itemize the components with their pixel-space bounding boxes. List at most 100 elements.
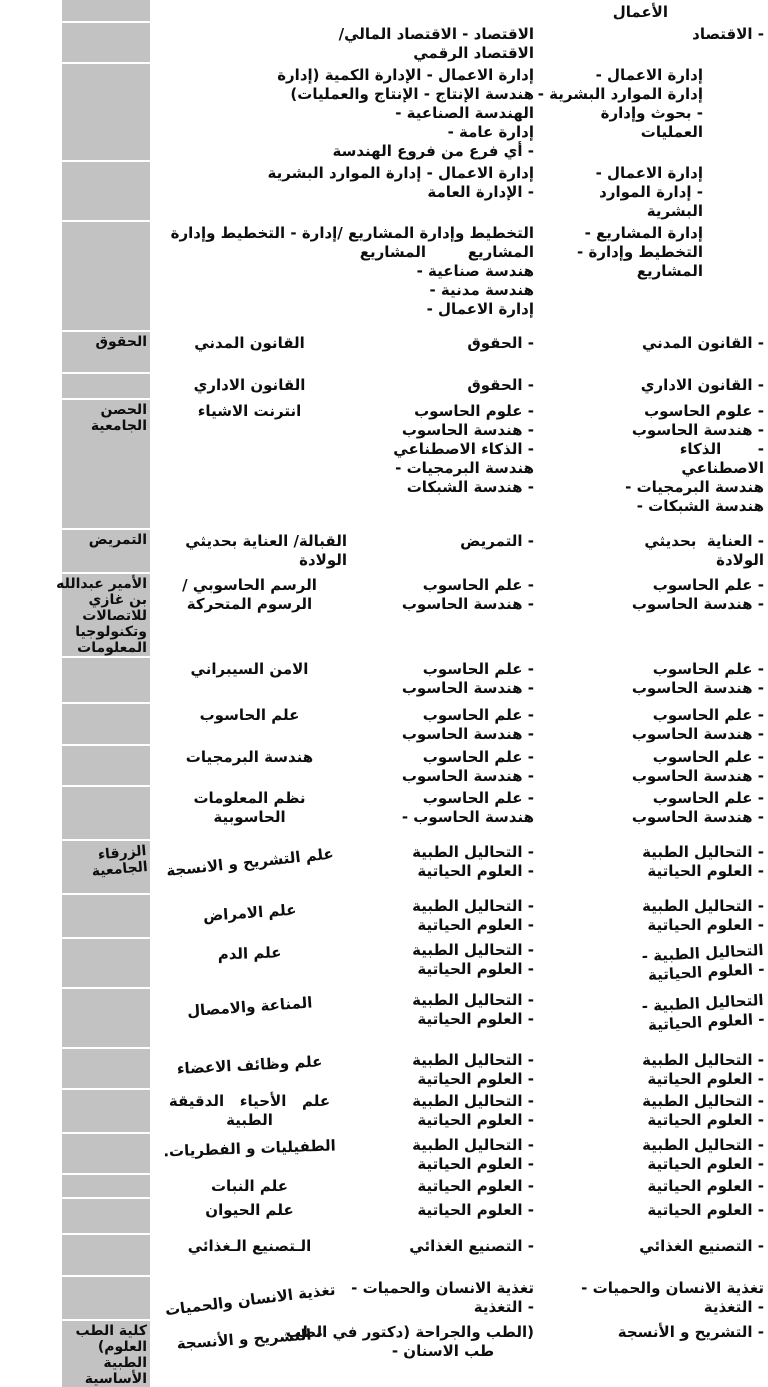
text-line: - هندسة الحاسوب	[631, 595, 764, 613]
cell-content: التحاليل الطبية -- العلوم الحياتية	[541, 991, 765, 1041]
text-line: إدارة الاعمال - الإدارة الكمية (إدارة	[277, 66, 534, 84]
cell-eligible-majors-secondary: إدارة الاعمال - إدارة الموارد البشرية - ا…	[268, 161, 540, 221]
cell-eligible-majors-primary: - التحاليل الطبية - العلوم الحياتية	[540, 840, 768, 894]
cell-content: - القانون الاداري	[542, 376, 764, 395]
text-line: كلية الطب	[75, 1323, 147, 1339]
table-row: - علم الحاسوب - هندسة الحاسوب - علم الحاسو…	[62, 702, 768, 745]
text-line: هندسة صناعية -	[416, 262, 534, 280]
text-line: - التصنيع الغذائي	[639, 1237, 764, 1255]
cell-university	[62, 744, 150, 786]
text-line: - التحاليل الطبية	[642, 1092, 764, 1110]
text-line: - العلوم الحياتية	[417, 916, 534, 934]
text-line: - هندسة الحاسوب	[631, 725, 764, 743]
table-row: - الاقتصاد الاقتصاد - الاقتصاد المالي/الا…	[62, 21, 768, 63]
text-line: - التشريح و الأنسجة	[176, 1324, 324, 1353]
text-line: - التحاليل الطبية	[412, 1051, 534, 1069]
cell-content: - الاقتصاد	[542, 25, 764, 44]
table-body: الأعمال - الاقتصاد الاقتصاد - الاقتصاد الم…	[56, 0, 768, 1387]
cell-eligible-majors-secondary: - علم الحاسوب - هندسة الحاسوب	[350, 745, 540, 786]
cell-content: - علم الحاسوب - هندسة الحاسوب	[542, 789, 764, 827]
text-line: - الحقوق	[467, 376, 534, 394]
cell-university	[62, 1132, 150, 1174]
cell-content: - علوم الحاسوب - هندسة الحاسوب - الذكاء الا…	[542, 402, 764, 516]
text-line: - علم الحاسوب	[652, 576, 764, 594]
cell-bridging-specialization: - التشريح و الأنسجة	[150, 1320, 350, 1387]
cell-content: علم النبات	[152, 1177, 347, 1196]
cell-eligible-majors-secondary: - الحقوق	[350, 331, 540, 373]
cell-university	[62, 1088, 150, 1133]
table-row: - القانون المدني - الحقوق القانون المدني ال…	[62, 330, 768, 373]
cell-content: - التحاليل الطبية - العلوم الحياتية	[352, 1092, 534, 1130]
cell-bridging-specialization: هندسة البرمجيات	[150, 745, 350, 786]
text-line: البشرية	[646, 202, 703, 220]
text-line: هندسة البرمجيات -	[395, 459, 534, 477]
text-line: طب الاسنان -	[391, 1342, 495, 1360]
text-line: الامن السيبراني	[190, 660, 309, 678]
cell-content: - التمريض	[352, 532, 534, 551]
cell-content: - علم الحاسوب - هندسة الحاسوب	[352, 706, 534, 744]
table-row: إدارة الاعمال -- إدارة الموارد البشرية إدا…	[62, 160, 768, 221]
text-line: الطبية	[103, 1355, 147, 1371]
cell-content: إدارة الاعمال - إدارة الموارد البشرية -- …	[538, 66, 703, 142]
text-line: الاقتصاد - الاقتصاد المالي/	[338, 25, 534, 43]
text-line: - إدارة الموارد	[599, 183, 703, 201]
text-line: - التحاليل الطبية	[412, 1136, 534, 1154]
text-line: العلوم)	[97, 1339, 147, 1355]
cell-content: (الطب والجراحة (دكتور في الطب طب الاسنان …	[286, 1323, 534, 1361]
cell-eligible-majors-secondary: - التصنيع الغذائي	[350, 1234, 540, 1276]
cell-eligible-majors-primary: - علوم الحاسوب - هندسة الحاسوب - الذكاء الا…	[540, 399, 768, 529]
cell-eligible-majors-primary: - القانون الاداري	[540, 373, 768, 399]
cell-university: كلية الطب العلوم) الطبية الأساسية	[62, 1319, 150, 1387]
cell-content: - العلوم الحياتية	[352, 1177, 534, 1196]
cell-bridging-specialization: انترنت الاشياء	[150, 399, 350, 529]
cell-university	[62, 1047, 150, 1089]
table-row: - العناية بحديثي الولادة - التمريض القبالة/…	[62, 528, 768, 573]
text-line: انترنت الاشياء	[197, 402, 302, 420]
cell-eligible-majors-secondary: - التحاليل الطبية - العلوم الحياتية	[350, 988, 540, 1048]
text-line: التمريض	[88, 532, 147, 548]
text-line: - العلوم الحياتية	[647, 1155, 764, 1173]
text-line: هندسة الحاسوب -	[401, 808, 534, 826]
cell-bridging-specialization: علم الحاسوب	[150, 703, 350, 745]
cell-bridging-specialization: تغذية الانسان والحميات	[150, 1276, 350, 1320]
cell-content: علم التشريح و الانسجة	[152, 843, 348, 882]
cell-content: تغذية الانسان والحميات	[152, 1279, 348, 1322]
cell-content: إدارة الاعمال - الإدارة الكمية (إدارة هند…	[277, 66, 534, 161]
cell-content: القانون المدني	[152, 334, 347, 353]
cell-eligible-majors-primary: - التحاليل الطبية - العلوم الحياتية	[540, 1048, 768, 1089]
cell-eligible-majors-secondary: - التمريض	[350, 529, 540, 573]
text-line: - التحاليل الطبية	[642, 1051, 764, 1069]
cell-eligible-majors-primary: - الاقتصاد	[540, 22, 768, 63]
cell-university	[62, 21, 150, 63]
text-line: - أي فرع من فروع الهندسة	[332, 142, 534, 160]
table-row: - التشريح و الأنسجة (الطب والجراحة (دكتور…	[62, 1319, 768, 1387]
text-line: - التحاليل الطبية	[412, 1092, 534, 1110]
text-line: العمليات	[640, 123, 703, 141]
cell-content: نظم المعلومات الحاسوبية	[152, 789, 347, 827]
text-line: - التغذية	[473, 1298, 534, 1316]
cell-content: الاقتصاد - الاقتصاد المالي/الاقتصاد الرق…	[338, 25, 534, 63]
text-line: - التمريض	[460, 532, 534, 550]
cell-eligible-majors-secondary: الاقتصاد - الاقتصاد المالي/الاقتصاد الرق…	[338, 22, 540, 63]
cell-content: الحقوق	[63, 334, 147, 350]
text-line: علم وظائف الاعضاء	[176, 1052, 323, 1078]
cell-eligible-majors-primary: إدارة المشاريع - التخطيط وإدارة - المشاريع	[540, 221, 768, 331]
table-row: - التحاليل الطبية - العلوم الحياتية - التح…	[62, 1047, 768, 1089]
text-line: - التحاليل الطبية	[642, 897, 764, 915]
cell-university	[62, 160, 150, 221]
cell-content: - علم الحاسوب - هندسة الحاسوب	[352, 576, 534, 614]
cell-bridging-specialization: نظم المعلومات الحاسوبية	[150, 786, 350, 840]
text-line: الأساسية	[84, 1371, 147, 1387]
cell-eligible-majors-secondary: - التحاليل الطبية - العلوم الحياتية	[350, 840, 540, 894]
cell-eligible-majors-secondary: - الحقوق	[350, 373, 540, 399]
text-line: - العلوم الحياتية	[417, 1010, 534, 1028]
text-line: (الطب والجراحة (دكتور في الطب	[286, 1323, 534, 1341]
cell-content: - التحاليل الطبية - العلوم الحياتية	[542, 1051, 764, 1089]
text-line: - هندسة الحاسوب	[401, 767, 534, 785]
text-line: التخطيط وإدارة المشاريع /إدارة - التخطيط…	[170, 224, 534, 242]
cell-content: القانون الاداري	[152, 376, 347, 395]
text-line: الطبية	[226, 1111, 273, 1129]
cell-eligible-majors-secondary: - التحاليل الطبية - العلوم الحياتية	[350, 1089, 540, 1133]
table-row: - القانون الاداري - الحقوق القانون الاداري	[62, 372, 768, 399]
cell-content: التحاليل الطبية -- العلوم الحياتية	[541, 941, 765, 991]
